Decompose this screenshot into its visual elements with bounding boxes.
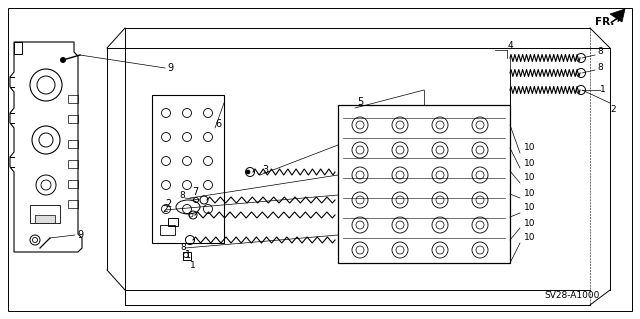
Circle shape bbox=[61, 57, 65, 63]
Text: 10: 10 bbox=[524, 144, 536, 152]
Text: 1: 1 bbox=[190, 261, 196, 270]
Bar bbox=[183, 252, 191, 260]
Text: 6: 6 bbox=[215, 119, 221, 129]
Text: 10: 10 bbox=[524, 174, 536, 182]
Text: 2: 2 bbox=[165, 199, 171, 209]
Polygon shape bbox=[10, 42, 82, 252]
Bar bbox=[68, 95, 78, 103]
Text: 1: 1 bbox=[185, 250, 191, 260]
Text: 10: 10 bbox=[524, 219, 536, 227]
Bar bbox=[68, 140, 78, 148]
Text: 1: 1 bbox=[600, 85, 606, 94]
Circle shape bbox=[246, 170, 250, 174]
Text: SV28-A1000: SV28-A1000 bbox=[544, 292, 600, 300]
Bar bbox=[68, 180, 78, 188]
Text: 7: 7 bbox=[192, 187, 198, 197]
Text: 10: 10 bbox=[524, 159, 536, 167]
Bar bbox=[152, 95, 224, 243]
Text: 9: 9 bbox=[167, 63, 173, 73]
Text: 8: 8 bbox=[597, 63, 603, 71]
Text: 8: 8 bbox=[597, 48, 603, 56]
Text: 10: 10 bbox=[524, 204, 536, 212]
Bar bbox=[14, 42, 22, 54]
Text: 10: 10 bbox=[524, 234, 536, 242]
Polygon shape bbox=[610, 9, 625, 22]
Bar bbox=[168, 218, 178, 226]
Text: 2: 2 bbox=[610, 106, 616, 115]
Text: 10: 10 bbox=[524, 189, 536, 197]
Bar bbox=[30, 205, 60, 223]
Text: 5: 5 bbox=[357, 97, 363, 107]
Bar bbox=[68, 160, 78, 168]
Bar bbox=[338, 105, 510, 263]
Text: 3: 3 bbox=[262, 165, 268, 175]
Text: 9: 9 bbox=[77, 230, 83, 240]
Bar bbox=[68, 200, 78, 208]
Text: 8: 8 bbox=[179, 190, 185, 199]
Bar bbox=[35, 215, 55, 223]
Text: 8: 8 bbox=[180, 243, 186, 253]
Bar bbox=[160, 225, 175, 235]
Text: 2: 2 bbox=[162, 205, 168, 214]
Bar bbox=[68, 115, 78, 123]
Text: FR.: FR. bbox=[595, 17, 614, 27]
Text: 4: 4 bbox=[507, 41, 513, 49]
